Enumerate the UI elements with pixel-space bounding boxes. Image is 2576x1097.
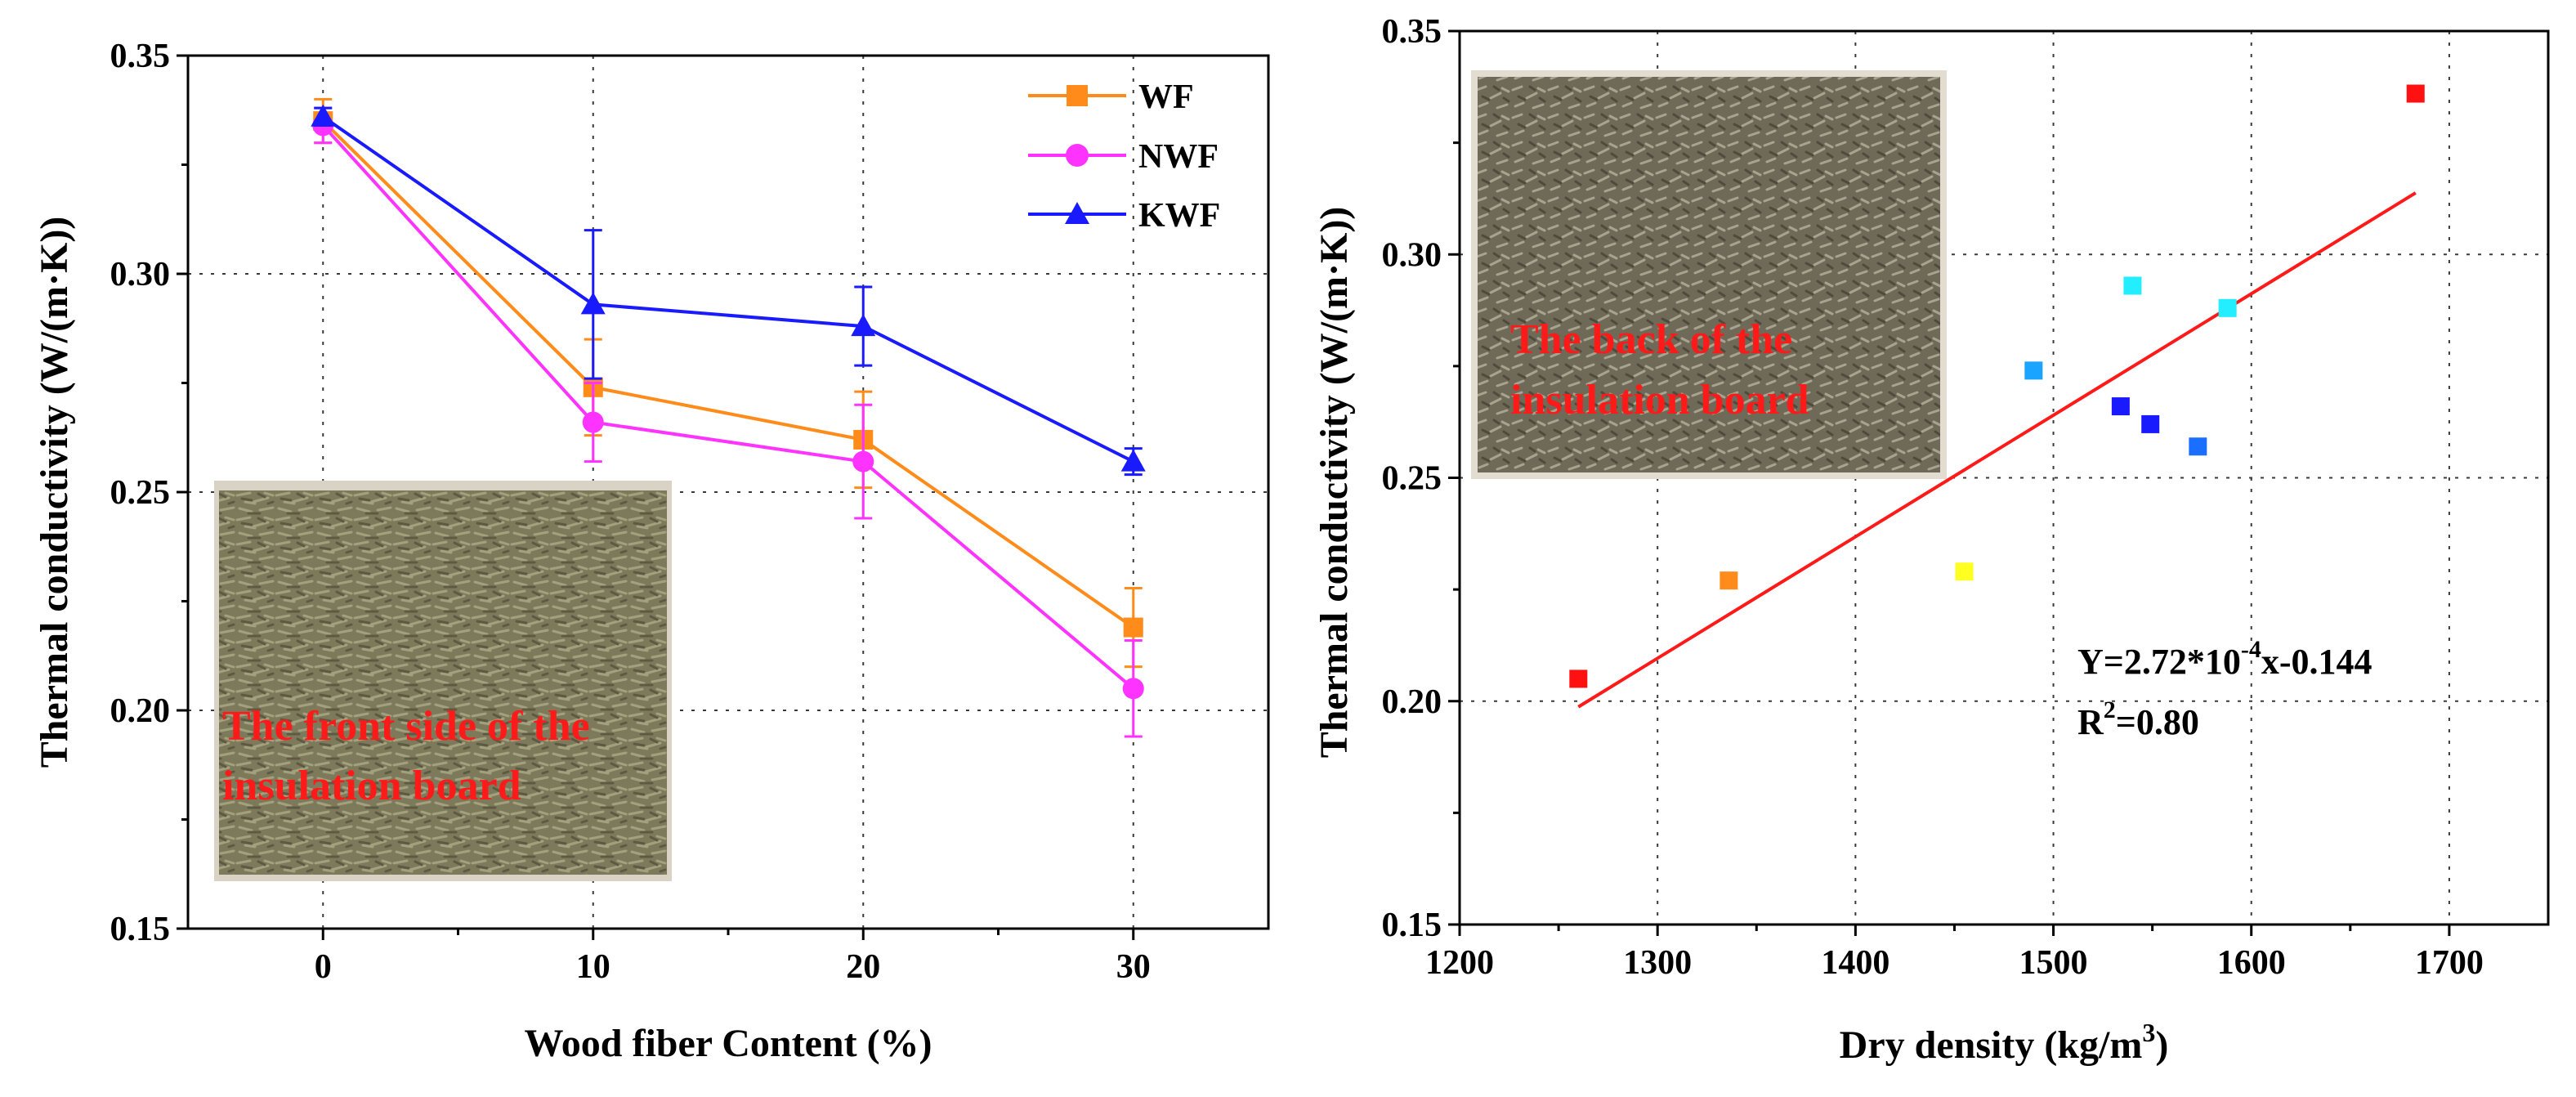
right-x-tick-label: 1700 [2415,944,2484,982]
legend-label-nwf: NWF [1138,138,1219,176]
left-chart: The front side of the insulation board 0… [33,38,1270,1065]
equation-prefix: Y=2.72*10 [2077,642,2241,682]
scatter-point [2024,361,2043,380]
left-x-tick-label: 30 [1116,948,1151,986]
left-x-tick-label: 20 [846,948,880,986]
right-y-tick-label: 0.35 [1382,13,1442,51]
left-y-tick-label: 0.30 [110,256,171,293]
series-nwf-point [852,450,874,472]
front-board-label-line1: The front side of the [222,703,590,750]
r-squared: R2=0.80 [2077,696,2199,742]
scatter-point [2111,397,2130,416]
series-nwf-point [1122,678,1144,700]
right-y-tick-label: 0.15 [1382,907,1442,944]
series-nwf [312,106,1144,738]
front-board-label-line2: insulation board [222,763,521,809]
left-y-tick-label: 0.15 [110,911,171,948]
regression-equation: Y=2.72*10-4x-0.144 [2077,636,2373,682]
scatter-point [1569,669,1588,688]
series-kwf-point [851,314,876,337]
left-y-tick-label: 0.25 [110,474,171,512]
legend-item-wf: WF [1028,78,1194,116]
scatter-point [1720,571,1738,590]
legend-marker-triangle [1065,202,1089,224]
legend-label-wf: WF [1138,78,1194,116]
left-x-tick-label: 10 [576,948,610,986]
legend-marker-square [1067,85,1088,106]
scatter-point [2406,84,2425,103]
right-x-title-end: ) [2155,1023,2168,1067]
left-x-axis-title: Wood fiber Content (%) [524,1022,932,1065]
series-kwf-point [311,104,336,127]
series-wf-line [321,119,1134,629]
legend-label-kwf: KWF [1138,197,1220,235]
r2-suffix: =0.80 [2116,702,2199,742]
equation-suffix: x-0.144 [2261,642,2373,682]
series-nwf-line [321,124,1135,690]
r2-exponent: 2 [2104,696,2116,723]
left-series [311,97,1146,738]
left-ticks: 0 10 20 30 0.15 0.20 0.25 0.30 0.35 [110,38,1151,986]
right-y-axis-title: Thermal conductivity (W/(m·K)) [1313,207,1356,759]
series-wf-point [1123,617,1143,638]
left-legend: WF NWF KWF [1028,78,1220,235]
r2-prefix: R [2077,702,2104,742]
series-kwf [311,104,1146,477]
scatter-point [1955,562,1974,581]
back-board-photo: The back of the insulation board [1471,70,1947,479]
right-y-tick-label: 0.20 [1382,683,1442,721]
scatter-point [2189,437,2207,456]
legend-item-kwf: KWF [1028,197,1220,235]
right-ticks: 1200 1300 1400 1500 1600 1700 0.15 0.20 0.25 0.30… [1382,13,2484,982]
left-x-tick-label: 0 [315,948,332,986]
scatter-point [2141,414,2160,433]
legend-marker-circle [1066,144,1089,167]
series-kwf-point [580,292,606,315]
right-y-tick-label: 0.30 [1382,236,1442,274]
right-x-tick-label: 1300 [1623,944,1692,982]
left-y-axis-title: Thermal conductivity (W/(m·K)) [33,217,76,768]
legend-item-nwf: NWF [1028,138,1219,176]
series-kwf-line [322,115,1134,463]
left-y-tick-label: 0.20 [110,692,171,730]
right-x-axis-title: Dry density (kg/m3) [1840,1018,2169,1067]
right-x-title-sup: 3 [2142,1018,2155,1047]
series-nwf-point [582,411,604,433]
series-kwf-point [1120,449,1146,472]
regression-fit-line [1577,191,2417,709]
right-fit-and-points [1569,84,2425,709]
front-board-photo: The front side of the insulation board [214,481,672,881]
left-y-tick-label: 0.35 [110,38,171,75]
back-board-label-line2: insulation board [1510,377,1809,423]
right-chart: The back of the insulation board 1200 130… [1313,13,2550,1067]
equation-exponent: -4 [2241,636,2261,663]
right-x-tick-label: 1500 [2019,944,2088,982]
scatter-point [2218,298,2237,317]
right-x-tick-label: 1400 [1821,944,1890,982]
right-x-tick-label: 1200 [1425,944,1494,982]
right-x-tick-label: 1600 [2217,944,2286,982]
right-x-title-main: Dry density (kg/m [1840,1023,2143,1067]
right-y-tick-label: 0.25 [1382,460,1442,498]
scatter-point [2123,276,2142,295]
back-board-label-line1: The back of the [1510,316,1792,363]
